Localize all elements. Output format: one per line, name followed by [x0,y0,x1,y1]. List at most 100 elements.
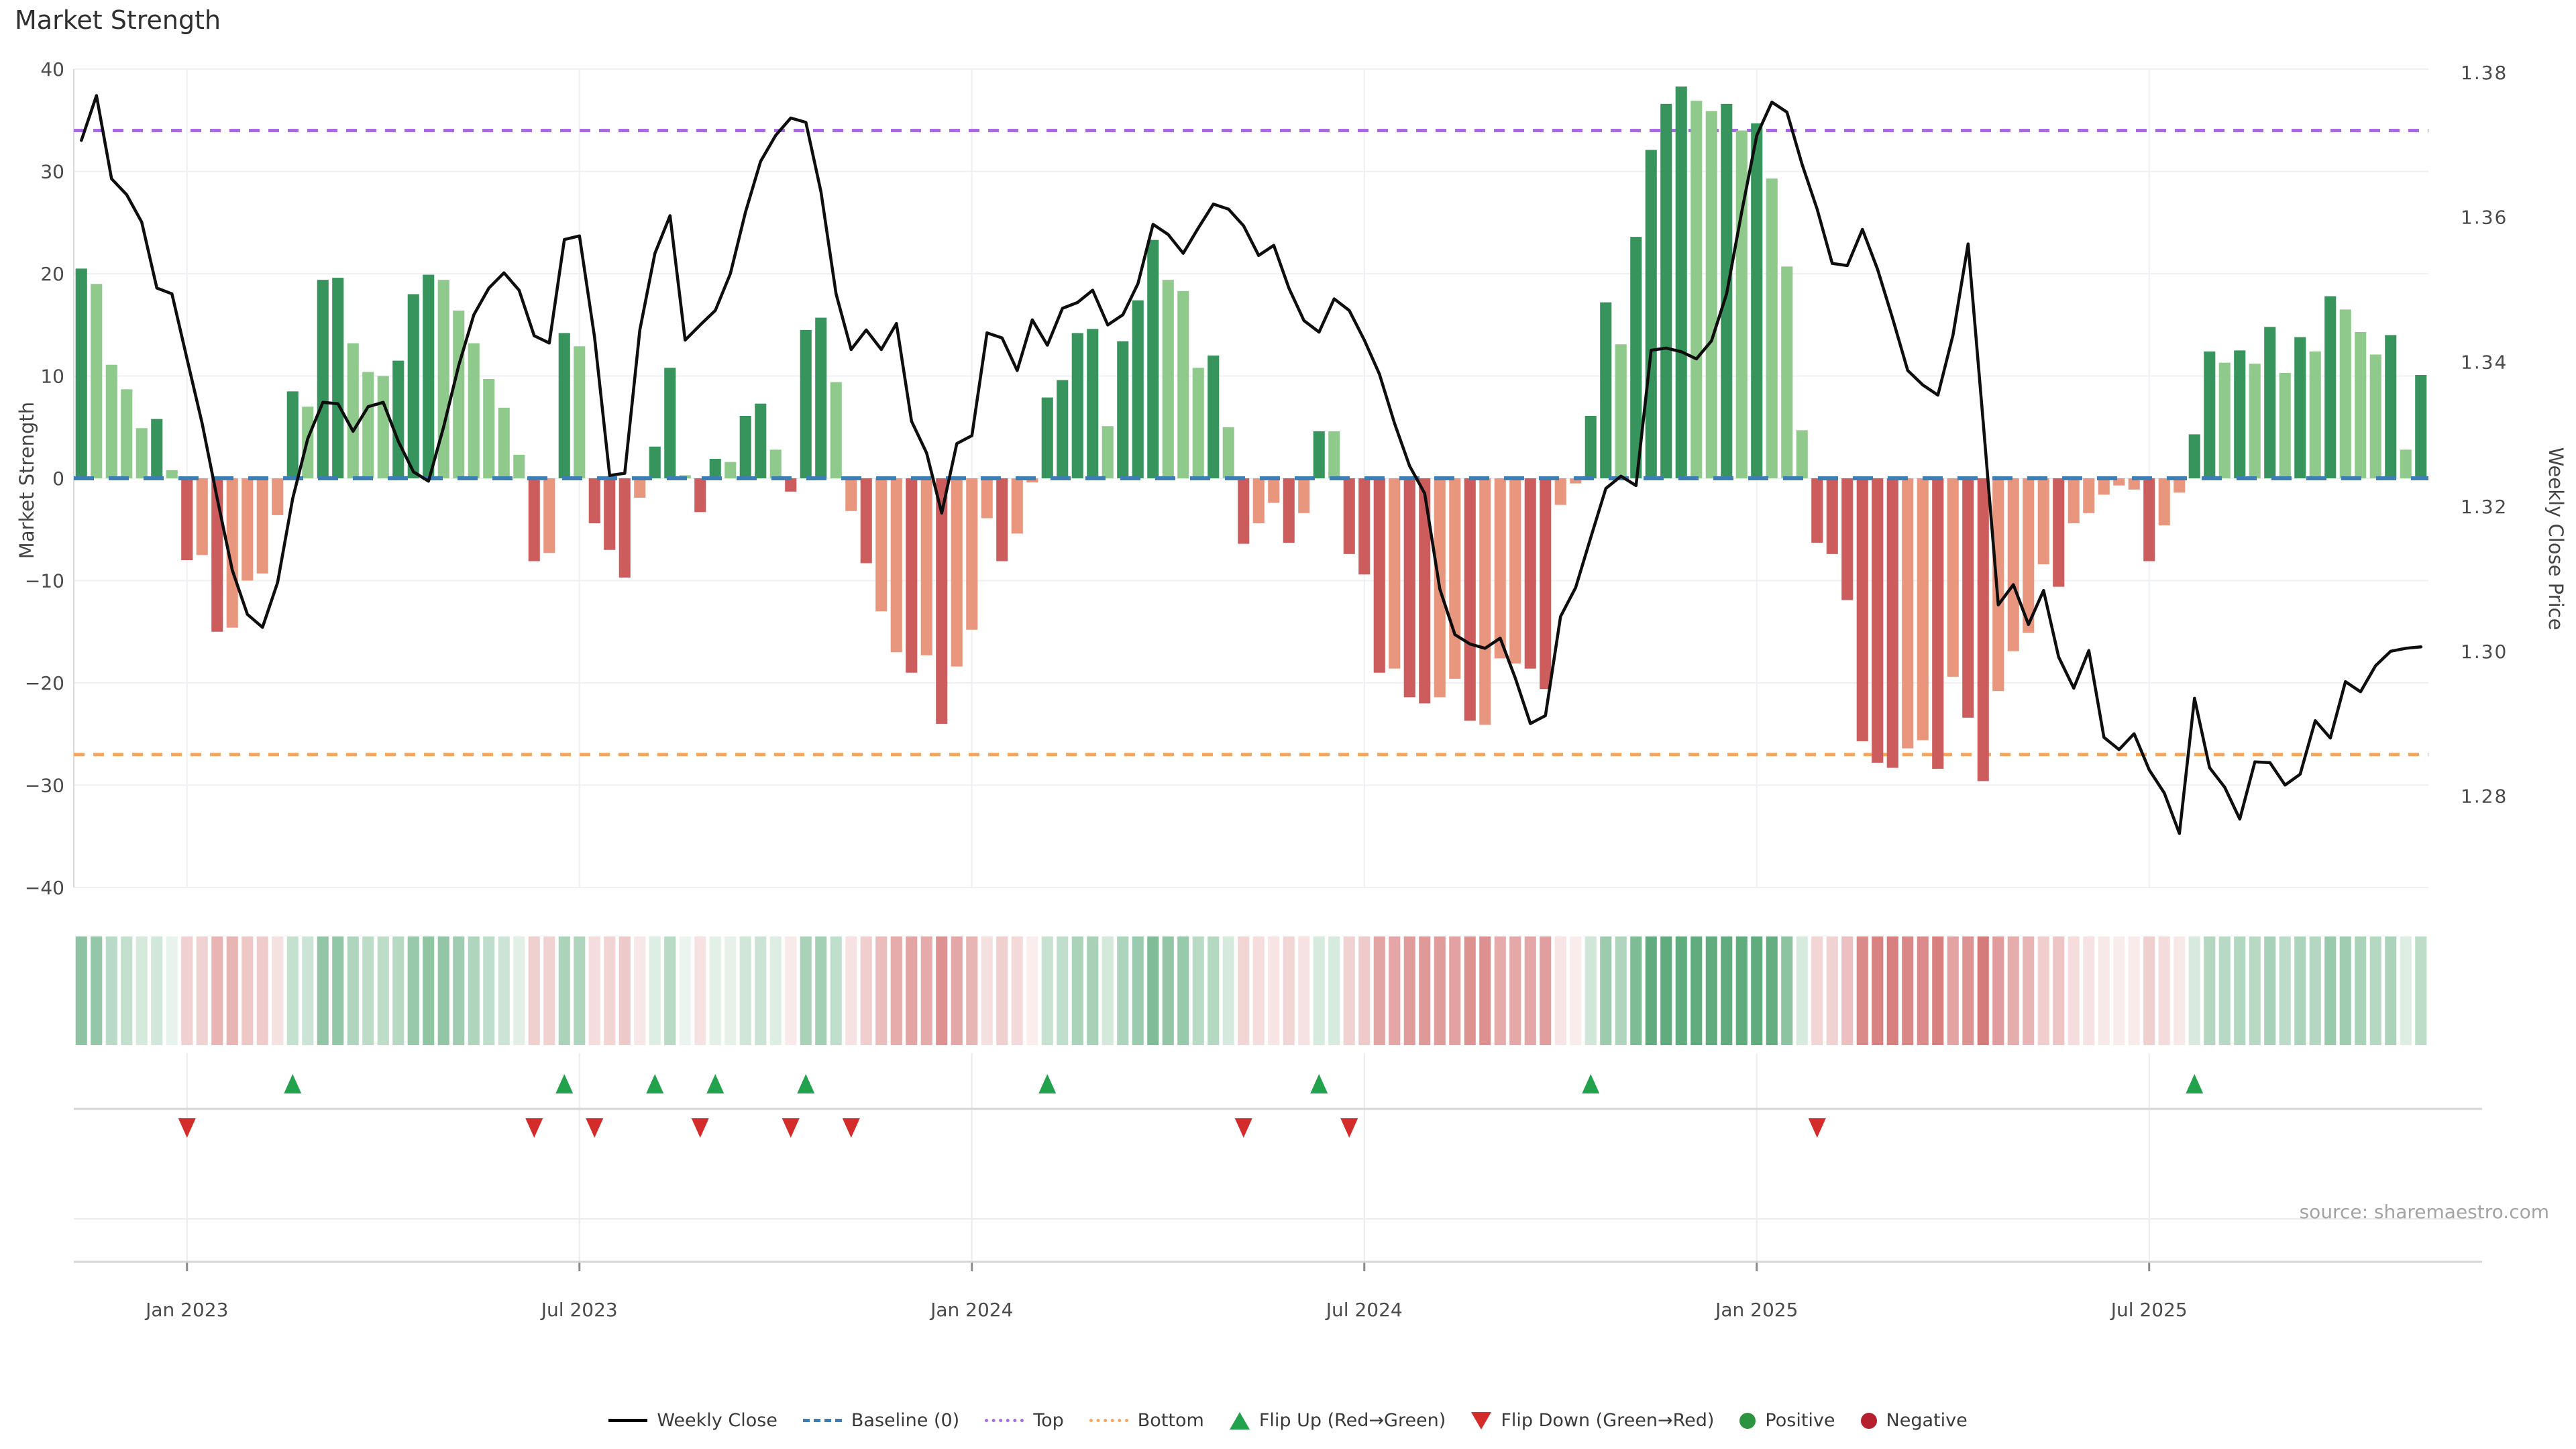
strength-bar [1132,300,1144,478]
strength-bar [241,478,254,581]
strength-bar [966,478,978,630]
strength-bar [513,454,525,478]
heatmap-cell [1177,936,1189,1045]
left-axis-tick: −20 [25,672,64,694]
heatmap-cell [2188,936,2200,1045]
heatmap-cell [226,936,238,1045]
heatmap-cell [1494,936,1506,1045]
heatmap-cell [1675,936,1687,1045]
heatmap-cell [2083,936,2095,1045]
flip-down-marker [691,1118,709,1138]
strength-bar [739,415,751,478]
strength-bar [166,470,178,478]
heatmap-cell [468,936,480,1045]
heatmap-cell [2113,936,2125,1045]
strength-bar [2023,478,2035,633]
strength-bar [1992,478,2004,692]
heatmap-cell [1328,936,1340,1045]
heatmap-cell [362,936,374,1045]
heatmap-cell [2023,936,2035,1045]
strength-bar [1011,478,1023,534]
strength-bar [2204,351,2216,478]
heatmap-cell [423,936,435,1045]
heatmap-cell [1524,936,1536,1045]
flip-up-marker [1038,1074,1057,1093]
strength-bar [1841,478,1854,600]
strength-bar [2218,362,2231,478]
legend-label: Positive [1765,1410,1835,1431]
heatmap-cell [951,936,963,1045]
legend-item-5: Flip Down (Green→Red) [1471,1410,1714,1431]
heatmap-cell [1992,936,2004,1045]
heatmap-cell [634,936,646,1045]
strength-bar [981,478,993,519]
legend-label: Top [1033,1410,1064,1431]
right-axis-tick: 1.28 [2461,785,2508,807]
heatmap-cell [543,936,555,1045]
strength-bar [2294,337,2306,478]
strength-bar [634,478,646,498]
heatmap-cell [332,936,344,1045]
heatmap-cell [2128,936,2140,1045]
heatmap-cell [528,936,540,1045]
heatmap-cell [1192,936,1204,1045]
heatmap-cell [347,936,359,1045]
strength-bar [136,428,148,478]
heatmap-cell [2218,936,2231,1045]
heatmap-cell [2309,936,2321,1045]
chart-legend: Weekly Close Baseline (0) Top Bottom Flip Up… [0,1410,2576,1431]
strength-bar [1373,478,1385,673]
strength-bar [2415,374,2427,478]
heatmap-cell [1751,936,1763,1045]
x-tick-label: Jul 2024 [1325,1299,1403,1321]
strength-bar [1886,478,1898,768]
strength-bar [785,478,797,492]
heatmap-cell [1570,936,1582,1045]
strength-bar [649,446,661,478]
strength-bar [2174,478,2186,493]
legend-label: Bottom [1137,1410,1204,1431]
x-tick-label: Jul 2025 [2110,1299,2188,1321]
heatmap-cell [920,936,932,1045]
heatmap-cell [75,936,87,1045]
heatmap-cell [981,936,993,1045]
strength-bar [468,343,480,478]
strength-bar [1570,478,1582,484]
strength-bar [528,478,540,561]
left-axis-tick: 10 [40,366,64,388]
left-axis-tick: 30 [40,161,64,183]
heatmap-cell [1645,936,1657,1045]
heatmap-cell [1419,936,1431,1045]
strength-bar [286,391,299,478]
heatmap-cell [604,936,616,1045]
heatmap-cell [558,936,570,1045]
heatmap-cell [1011,936,1023,1045]
strength-bar [558,333,570,478]
strength-bar [619,478,631,578]
right-axis-title: Weekly Close Price [2544,447,2567,631]
heatmap-cell [121,936,133,1045]
heatmap-cell [619,936,631,1045]
heatmap-cell [1162,936,1174,1045]
heatmap-cell [1705,936,1717,1045]
strength-bar [377,376,389,478]
heatmap-cell [1630,936,1642,1045]
strength-bar [1735,130,1748,478]
heatmap-cell [2324,936,2337,1045]
heatmap-cell [1147,936,1159,1045]
strength-bar [2324,296,2337,478]
flip-down-marker [1808,1118,1826,1138]
strength-bar [2249,364,2261,478]
heatmap-cell [649,936,661,1045]
heatmap-cell [181,936,193,1045]
heatmap-cell [1102,936,1114,1045]
heatmap-cell [1841,936,1854,1045]
strength-bar [392,360,405,478]
source-attribution: source: sharemaestro.com [2299,1201,2549,1223]
heatmap-cell [1041,936,1053,1045]
heatmap-cell [1600,936,1612,1045]
legend-item-3: Bottom [1089,1410,1204,1431]
flip-up-marker [555,1074,574,1093]
